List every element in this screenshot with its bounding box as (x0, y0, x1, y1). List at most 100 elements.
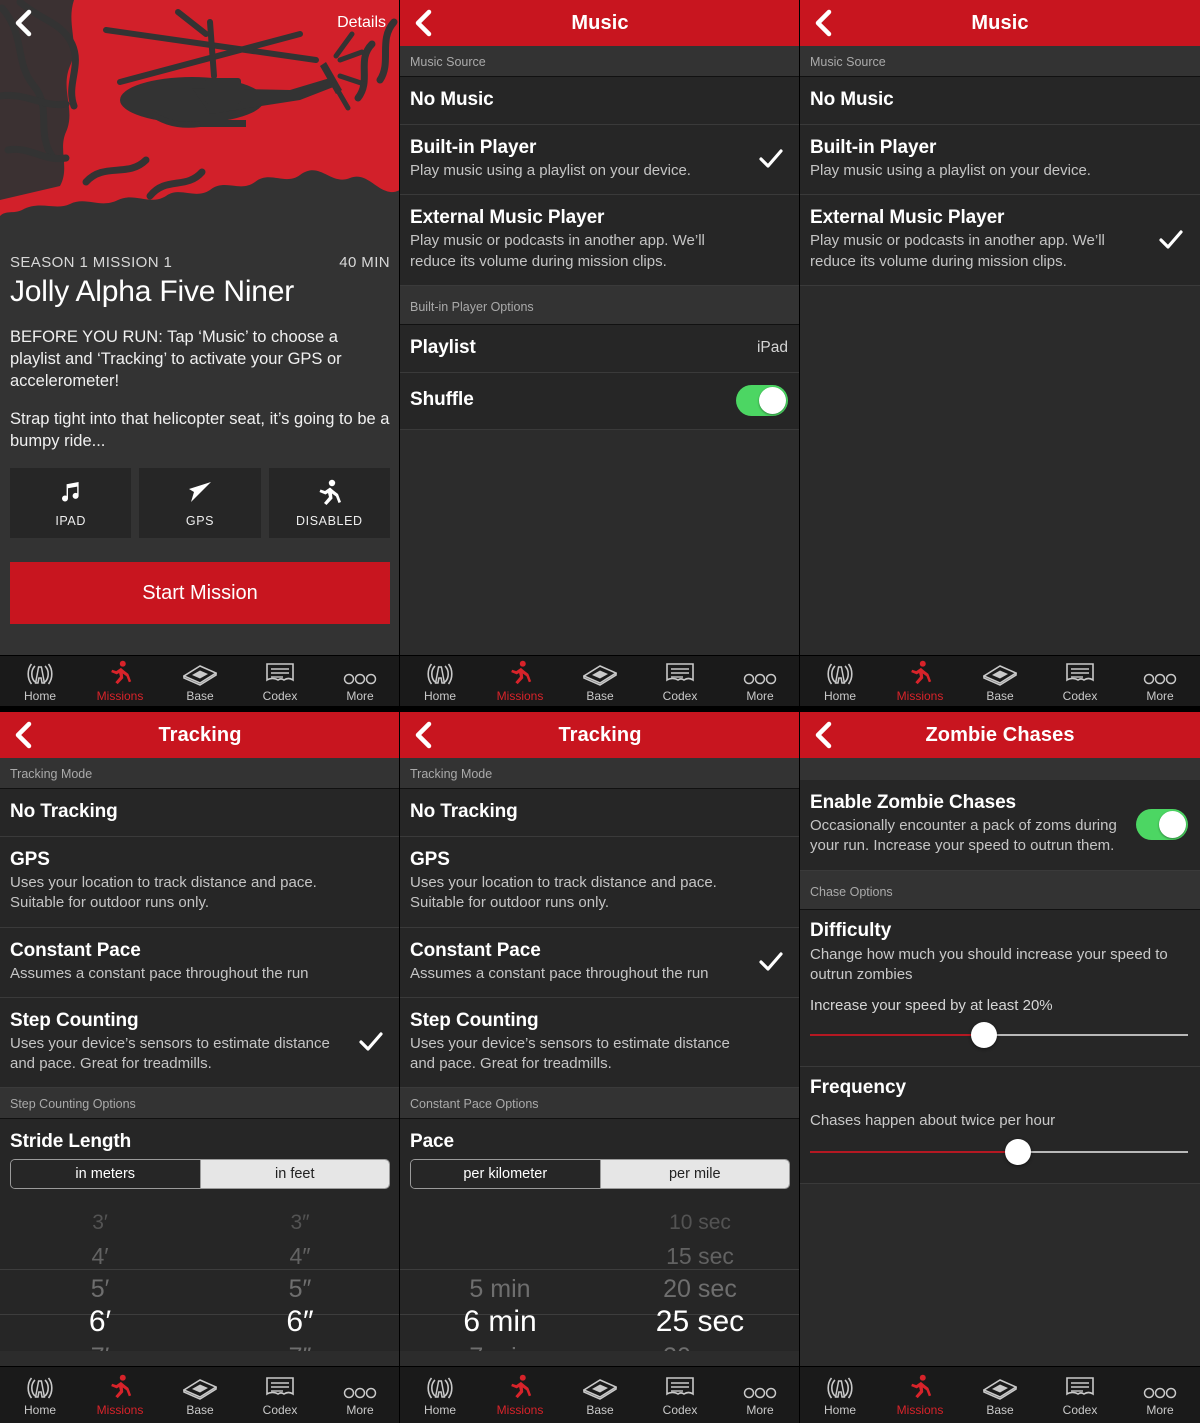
music-option-button[interactable]: IPAD (10, 468, 132, 538)
tab-codex[interactable]: Codex (1040, 1367, 1120, 1423)
tab-home[interactable]: Home (400, 656, 480, 707)
tracking-mode-constant-pace[interactable]: Constant Pace Assumes a constant pace th… (400, 927, 800, 998)
tab-missions[interactable]: Missions (80, 656, 160, 707)
music-source-builtin-player[interactable]: Built-in Player Play music using a playl… (400, 125, 800, 196)
music-source-external-player[interactable]: External Music Player Play music or podc… (400, 195, 800, 286)
tab-home-label: Home (423, 1402, 456, 1417)
tracking-mode-gps[interactable]: GPS Uses your location to track distance… (400, 837, 800, 928)
tab-codex-label: Codex (662, 689, 698, 703)
tab-more[interactable]: More (720, 1367, 800, 1423)
picker-item: 5′ (90, 1275, 110, 1304)
cell-subtitle: Play music using a playlist on your devi… (410, 162, 691, 179)
tab-more[interactable]: More (720, 656, 800, 707)
tab-codex[interactable]: Codex (1040, 656, 1120, 707)
tab-codex[interactable]: Codex (240, 1367, 320, 1423)
shuffle-toggle[interactable] (736, 384, 788, 416)
back-button[interactable] (408, 720, 438, 750)
tab-more[interactable]: More (1120, 1367, 1200, 1423)
cell-title: Built-in Player (410, 137, 537, 158)
tab-missions[interactable]: Missions (480, 656, 560, 707)
stride-inches-wheel[interactable]: 3″ 4″ 5″ 6″ 7″ (200, 1201, 400, 1351)
start-mission-button[interactable]: Start Mission (10, 562, 390, 624)
tracking-navbar: Tracking (0, 712, 400, 758)
back-button[interactable] (408, 8, 438, 38)
tab-more-label: More (1146, 689, 1174, 703)
stride-feet-wheel[interactable]: 3′ 4′ 5′ 6′ 7′ (0, 1201, 200, 1351)
playlist-value: iPad (756, 338, 788, 356)
runner-icon (908, 660, 932, 686)
tab-missions[interactable]: Missions (480, 1367, 560, 1423)
tab-home[interactable]: Home (400, 1367, 480, 1423)
cell-subtitle: Play music using a playlist on your devi… (810, 162, 1091, 179)
back-button[interactable] (8, 720, 38, 750)
more-dots-icon (742, 1374, 778, 1400)
enable-chases-toggle[interactable] (1136, 808, 1188, 840)
tracking-mode-gps[interactable]: GPS Uses your location to track distance… (0, 837, 400, 928)
mission-detail-navbar: Details (0, 0, 400, 46)
pace-picker[interactable]: 5 min 6 min 7 min 10 sec 15 sec 20 sec 2… (400, 1201, 800, 1352)
chases-option-button[interactable]: DISABLED (268, 468, 390, 538)
back-button[interactable] (808, 720, 838, 750)
tab-home[interactable]: Home (800, 1367, 880, 1423)
cell-title: Step Counting (410, 1009, 539, 1031)
tab-home[interactable]: Home (0, 656, 80, 707)
tab-base-label: Base (186, 689, 214, 703)
tab-missions[interactable]: Missions (80, 1367, 160, 1423)
tab-codex-label: Codex (1062, 1402, 1098, 1417)
segment-in-meters[interactable]: in meters (11, 1160, 200, 1189)
back-button[interactable] (808, 8, 838, 38)
music-source-builtin-player[interactable]: Built-in Player Play music using a playl… (800, 125, 1200, 196)
segment-per-kilometer[interactable]: per kilometer (411, 1160, 600, 1189)
frequency-slider[interactable] (810, 1137, 1188, 1167)
tab-codex[interactable]: Codex (640, 656, 720, 707)
tracking-mode-no-tracking[interactable]: No Tracking (0, 789, 400, 837)
segment-per-mile[interactable]: per mile (599, 1160, 789, 1189)
tab-home[interactable]: Home (0, 1367, 80, 1423)
tab-base[interactable]: Base (560, 656, 640, 707)
segment-in-feet[interactable]: in feet (199, 1160, 389, 1189)
top-spacer (800, 758, 1200, 780)
tracking-mode-step-counting[interactable]: Step Counting Uses your device’s sensors… (400, 997, 800, 1089)
back-button[interactable] (8, 8, 38, 38)
difficulty-row: Difficulty Change how much you should in… (800, 909, 1200, 1067)
tracking-mode-no-tracking[interactable]: No Tracking (400, 789, 800, 837)
tracking-option-label: GPS (185, 514, 215, 528)
tab-more[interactable]: More (320, 1367, 400, 1423)
details-link[interactable]: Details (337, 14, 386, 31)
tab-base[interactable]: Base (160, 656, 240, 707)
slider-thumb[interactable] (970, 1022, 997, 1048)
tracking-mode-step-counting[interactable]: Step Counting Uses your device’s sensors… (0, 997, 400, 1089)
pace-minutes-wheel[interactable]: 5 min 6 min 7 min (400, 1201, 600, 1351)
slider-thumb[interactable] (1004, 1139, 1031, 1166)
tab-missions[interactable]: Missions (880, 1367, 960, 1423)
pace-unit-segmented-control: per kilometer per mile (400, 1159, 800, 1202)
music-source-external-player[interactable]: External Music Player Play music or podc… (800, 195, 1200, 286)
tab-base[interactable]: Base (960, 1367, 1040, 1423)
tab-codex-label: Codex (662, 1402, 698, 1417)
tab-codex[interactable]: Codex (240, 656, 320, 707)
tab-base[interactable]: Base (160, 1367, 240, 1423)
tab-home[interactable]: Home (800, 656, 880, 707)
tab-more[interactable]: More (320, 656, 400, 707)
playlist-row[interactable]: Playlist iPad (400, 324, 800, 373)
pace-seconds-wheel[interactable]: 10 sec 15 sec 20 sec 25 sec 30 sec (600, 1201, 800, 1351)
tab-base[interactable]: Base (560, 1367, 640, 1423)
panel-row-divider (0, 706, 1200, 712)
tab-base[interactable]: Base (960, 656, 1040, 707)
tab-more[interactable]: More (1120, 656, 1200, 707)
tracking-mode-constant-pace[interactable]: Constant Pace Assumes a constant pace th… (0, 927, 400, 998)
checkmark-icon (354, 1032, 388, 1052)
tracking-option-button[interactable]: GPS (139, 468, 261, 538)
stride-length-picker[interactable]: 3′ 4′ 5′ 6′ 7′ 3″ 4″ 5″ 6″ 7″ (0, 1201, 400, 1352)
tab-missions[interactable]: Missions (880, 656, 960, 707)
season-mission-label: SEASON 1 MISSION 1 (10, 254, 173, 271)
music-source-no-music[interactable]: No Music (400, 77, 800, 125)
tab-codex-label: Codex (262, 1402, 298, 1417)
music-source-no-music[interactable]: No Music (800, 77, 1200, 125)
cell-title: External Music Player (810, 207, 1005, 229)
shuffle-row[interactable]: Shuffle (400, 372, 800, 430)
difficulty-slider[interactable] (810, 1020, 1188, 1050)
tab-codex[interactable]: Codex (640, 1367, 720, 1423)
enable-zombie-chases-row[interactable]: Enable Zombie Chases Occasionally encoun… (800, 780, 1200, 871)
